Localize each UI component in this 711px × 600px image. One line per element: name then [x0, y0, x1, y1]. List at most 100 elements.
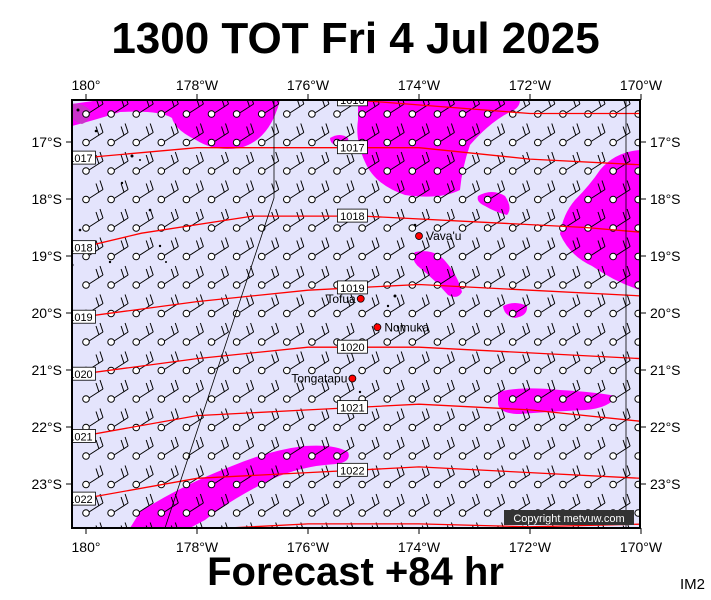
date-line-south — [164, 197, 275, 528]
wind-barb — [107, 465, 129, 489]
wind-barb — [283, 265, 305, 289]
wind-barb — [584, 436, 606, 460]
place-marker: Tofua — [326, 292, 365, 306]
isobar-label: 1018 — [336, 208, 368, 223]
wind-barb — [82, 237, 104, 261]
wind-barb — [408, 493, 430, 517]
wind-barb — [257, 436, 280, 460]
lon-label-bottom: 174°W — [398, 539, 441, 555]
island — [130, 154, 134, 158]
lon-label-top: 178°W — [176, 77, 219, 93]
wind-barb — [458, 436, 480, 460]
isobar-label: 1021 — [72, 429, 96, 443]
wind-barb — [383, 100, 405, 118]
wind-barb — [634, 309, 640, 318]
isobar-label: 1020 — [336, 339, 368, 354]
wind-barb — [157, 322, 179, 346]
wind-barb — [584, 265, 606, 289]
wind-barb — [207, 237, 229, 261]
wind-barb — [207, 180, 229, 204]
wind-barb — [408, 100, 430, 118]
svg-text:1018: 1018 — [68, 243, 92, 255]
place-marker: Tongatapu — [291, 372, 357, 386]
island — [120, 181, 124, 185]
isobar-line — [72, 403, 640, 439]
wind-barb — [458, 237, 480, 261]
wind-barb — [584, 294, 606, 318]
wind-barb — [308, 465, 330, 489]
wind-barb — [107, 237, 129, 261]
wind-barb — [584, 180, 606, 204]
wind-barb — [207, 265, 229, 289]
wind-barb — [383, 493, 405, 517]
wind-barb — [308, 151, 330, 175]
wind-barb — [132, 493, 154, 517]
timezone-lines — [164, 100, 627, 528]
wind-barb — [107, 151, 129, 175]
wind-barb — [257, 408, 280, 432]
wind-barb — [232, 436, 255, 460]
wind-barb — [308, 436, 330, 460]
rain-area-south-east — [498, 388, 616, 414]
wind-barb — [383, 351, 405, 375]
map-frame — [71, 99, 641, 529]
wind-barb — [232, 379, 255, 403]
wind-barb — [283, 123, 305, 147]
wind-barb — [232, 265, 255, 289]
wind-barb — [584, 379, 606, 403]
wind-barb — [107, 123, 129, 147]
wind-barb — [107, 265, 129, 289]
isobar-label: 1019 — [336, 280, 368, 295]
wind-barb — [483, 465, 506, 489]
wind-barb — [232, 322, 255, 346]
svg-text:1017: 1017 — [340, 143, 364, 155]
lat-label-left: 23°S — [31, 476, 62, 492]
wind-barb — [107, 379, 129, 403]
place-name: Nomuka — [384, 320, 429, 334]
wind-barb — [408, 180, 430, 204]
wind-barb — [283, 493, 305, 517]
svg-text:1019: 1019 — [68, 312, 92, 324]
isobar-label: 1022 — [68, 491, 96, 506]
wind-barb — [257, 180, 280, 204]
island — [393, 294, 397, 298]
island — [78, 228, 82, 232]
wind-barb — [584, 408, 606, 432]
wind-barb — [132, 151, 154, 175]
wind-barb — [634, 423, 640, 432]
wind-barb — [458, 322, 480, 346]
wind-barb — [107, 408, 129, 432]
axis-labels: 180° 180° 178°W 178°W 176°W 176°W 174°W 174°W 17… — [31, 77, 680, 555]
wind-barb — [534, 294, 556, 318]
wind-barb — [308, 265, 330, 289]
wind-barb — [283, 237, 305, 261]
wind-barb — [534, 151, 556, 175]
wind-barb — [383, 379, 405, 403]
wind-barb — [132, 379, 154, 403]
wind-barb — [207, 100, 229, 118]
lon-label-bottom: 170°W — [620, 539, 663, 555]
wind-barb — [433, 100, 455, 118]
wind-barb — [483, 123, 506, 147]
wind-barb — [157, 100, 179, 118]
isobar-label: 1016 — [336, 100, 368, 107]
wind-barb — [559, 151, 581, 175]
wind-barb — [308, 379, 330, 403]
forecast-hour-label: Forecast +84 hr — [207, 550, 504, 594]
wind-barb — [232, 493, 255, 517]
wind-barb — [82, 265, 104, 289]
svg-text:1022: 1022 — [68, 494, 92, 506]
wind-barb — [182, 351, 204, 375]
wind-barb — [207, 351, 229, 375]
wind-barb — [333, 493, 355, 517]
wind-barb — [483, 493, 506, 517]
isobar-lines — [72, 100, 640, 528]
wind-barb — [433, 351, 455, 375]
lat-label-left: 17°S — [31, 134, 62, 150]
wind-barb — [333, 436, 355, 460]
wind-barb — [508, 180, 531, 204]
svg-text:1019: 1019 — [340, 283, 364, 295]
wind-barb — [232, 180, 255, 204]
lon-label-bottom: 176°W — [287, 539, 330, 555]
island — [94, 129, 98, 133]
